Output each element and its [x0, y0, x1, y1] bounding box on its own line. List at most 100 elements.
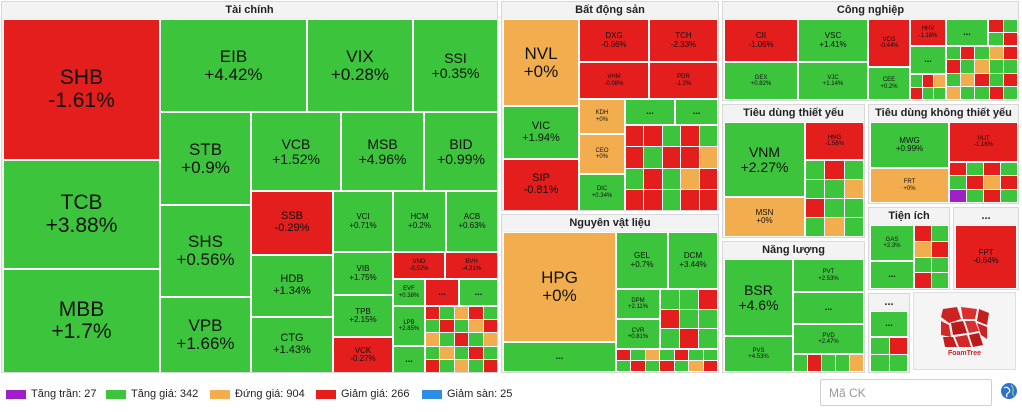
tile-PVS[interactable]: PVS +4.53%	[724, 336, 793, 372]
tile-VIX[interactable]: VIX +0.28%	[307, 19, 413, 112]
tile-FRT[interactable]: FRT +0%	[870, 168, 949, 203]
tile-EIB[interactable]: EIB +4.42%	[160, 19, 307, 112]
tile-TCB[interactable]: TCB +3.88%	[3, 160, 160, 269]
tile-MSB[interactable]: MSB +4.96%	[341, 112, 424, 191]
tile-MSN[interactable]: MSN +0%	[724, 197, 805, 237]
tile-SHB[interactable]: SHB -1.61%	[3, 19, 160, 160]
tile-more-ob-1[interactable]: ...	[870, 311, 908, 337]
tile-GAS[interactable]: GAS +2.3%	[870, 225, 914, 261]
tile-VCB[interactable]: VCB +1.52%	[251, 112, 341, 191]
tile-VIB[interactable]: VIB +1.75%	[333, 252, 393, 295]
swatch-up	[106, 389, 126, 399]
tile-ACB[interactable]: ACB +0.63%	[446, 191, 497, 252]
tile-SIP[interactable]: SIP -0.81%	[503, 159, 579, 210]
tile-VCI[interactable]: VCI +0.71%	[333, 191, 393, 252]
more-dots: ...	[824, 302, 833, 313]
tile-LPB[interactable]: LPB +2.85%	[393, 306, 425, 346]
tile-more-fin-3[interactable]: ...	[393, 346, 425, 372]
tile-more-fin-2[interactable]: ...	[459, 279, 497, 306]
tile-VSC[interactable]: VSC +1.41%	[798, 19, 868, 62]
tile-more-bds-1[interactable]: ...	[625, 99, 675, 125]
tile-more-cn-1[interactable]: ...	[910, 46, 946, 74]
tile-VPB[interactable]: VPB +1.66%	[160, 297, 251, 372]
sector-tieu-dung-thiet-yeu: Tiêu dùng thiết yếu VNM +2.27% MSN +0% HNG…	[722, 104, 865, 238]
tile-VCG[interactable]: VCG -0.44%	[868, 19, 910, 67]
tile-VJC[interactable]: VJC +1.14%	[798, 62, 868, 100]
tile-MWG[interactable]: MWG +0.99%	[870, 122, 949, 168]
symbol: BVH	[465, 259, 478, 266]
symbol: HCM	[410, 212, 429, 222]
tile-HPG[interactable]: HPG +0%	[503, 232, 616, 342]
symbol: FPT	[978, 247, 994, 257]
tile-PDR[interactable]: PDR -1.2%	[649, 62, 718, 99]
tile-DXG[interactable]: DXG -0.66%	[579, 19, 649, 62]
tile-VCK[interactable]: VCK -0.27%	[333, 337, 393, 372]
symbol: CEO	[595, 147, 609, 154]
tile-HDB[interactable]: HDB +1.34%	[251, 255, 333, 317]
tile-SHS[interactable]: SHS +0.56%	[160, 205, 251, 297]
tile-VIC[interactable]: VIC +1.94%	[503, 106, 579, 159]
tile-VHM[interactable]: VHM -0.08%	[579, 62, 649, 99]
tile-VNM[interactable]: VNM +2.27%	[724, 122, 805, 197]
tile-STB[interactable]: STB +0.9%	[160, 112, 251, 205]
change: -0.52%	[409, 265, 429, 272]
tile-HNG[interactable]: HNG -1.56%	[805, 122, 864, 160]
tile-more-bds-2[interactable]: ...	[675, 99, 718, 125]
tile-MBB[interactable]: MBB +1.7%	[3, 269, 160, 372]
tile-GEX[interactable]: GEX +0.82%	[724, 62, 798, 100]
change: +0.38%	[398, 292, 420, 299]
tile-BID[interactable]: BID +0.99%	[424, 112, 497, 191]
more-dots: ...	[692, 106, 701, 117]
swatch-down	[316, 389, 336, 399]
more-dots: ...	[885, 318, 893, 329]
tile-TPB[interactable]: TPB +2.15%	[333, 295, 393, 337]
symbol: VIC	[531, 119, 551, 132]
tile-more-nvl-1[interactable]: ...	[503, 342, 616, 372]
symbol: MWG	[899, 135, 920, 145]
tile-CTG[interactable]: CTG +1.43%	[251, 317, 333, 372]
tile-FPT[interactable]: FPT -0.64%	[955, 225, 1017, 289]
tile-SSI[interactable]: SSI +0.35%	[413, 19, 497, 112]
tile-more-nl-1[interactable]: ...	[793, 292, 864, 324]
legend-label: Tăng trần: 27	[31, 388, 97, 400]
tile-CEO[interactable]: CEO +0%	[579, 134, 625, 174]
symbol: VNM	[748, 143, 781, 160]
tile-HHV[interactable]: HHV -1.16%	[910, 19, 946, 46]
tile-DPM[interactable]: DPM +2.11%	[616, 289, 660, 319]
tile-PVT[interactable]: PVT +2.53%	[793, 259, 864, 292]
change: -0.29%	[274, 222, 310, 234]
tile-HCM[interactable]: HCM +0.2%	[393, 191, 446, 252]
tile-CII[interactable]: CII -1.06%	[724, 19, 798, 62]
tile-DCM[interactable]: DCM +3.44%	[668, 232, 718, 289]
symbol: SSI	[444, 49, 467, 66]
globe-icon[interactable]	[1000, 382, 1018, 400]
tile-CEE[interactable]: CEE +0.2%	[868, 67, 910, 100]
symbol: TCB	[60, 191, 103, 215]
tile-TCH[interactable]: TCH -2.33%	[649, 19, 718, 62]
tile-more-cn-2[interactable]: ...	[946, 19, 988, 46]
tile-PVD[interactable]: PVD +2.47%	[793, 324, 864, 354]
tile-KDH[interactable]: KDH +0%	[579, 99, 625, 134]
tile-NVL[interactable]: NVL +0%	[503, 19, 579, 106]
tile-BSR[interactable]: BSR +4.6%	[724, 259, 793, 336]
tile-VND[interactable]: VND -0.52%	[393, 252, 445, 279]
tile-GEL[interactable]: GEL +0.7%	[616, 232, 668, 289]
change: +2.27%	[740, 158, 789, 175]
tile-BVH[interactable]: BVH -4.31%	[445, 252, 497, 279]
more-dots: ...	[924, 54, 932, 65]
tile-SSB[interactable]: SSB -0.29%	[251, 191, 333, 255]
sector-tien-ich: Tiện ích GAS +2.3% ...	[868, 207, 950, 290]
tile-HUT[interactable]: HUT -1.16%	[949, 122, 1018, 162]
change: -0.81%	[523, 184, 559, 196]
tile-CVR[interactable]: CVR +0.81%	[616, 319, 660, 349]
foamtree-logo[interactable]: FoamTree	[913, 292, 1016, 370]
tile-DIC[interactable]: DIC +0.34%	[579, 174, 625, 210]
tile-EVF[interactable]: EVF +0.38%	[393, 279, 425, 306]
tile-more-ti-1[interactable]: ...	[870, 261, 914, 289]
tile-more-fin-1[interactable]: ...	[425, 279, 459, 306]
swatch-ceiling	[6, 389, 26, 399]
symbol: VND	[412, 259, 426, 266]
change: -0.44%	[879, 43, 899, 49]
swatch-floor	[422, 389, 442, 399]
stock-code-search-input[interactable]	[820, 379, 992, 406]
